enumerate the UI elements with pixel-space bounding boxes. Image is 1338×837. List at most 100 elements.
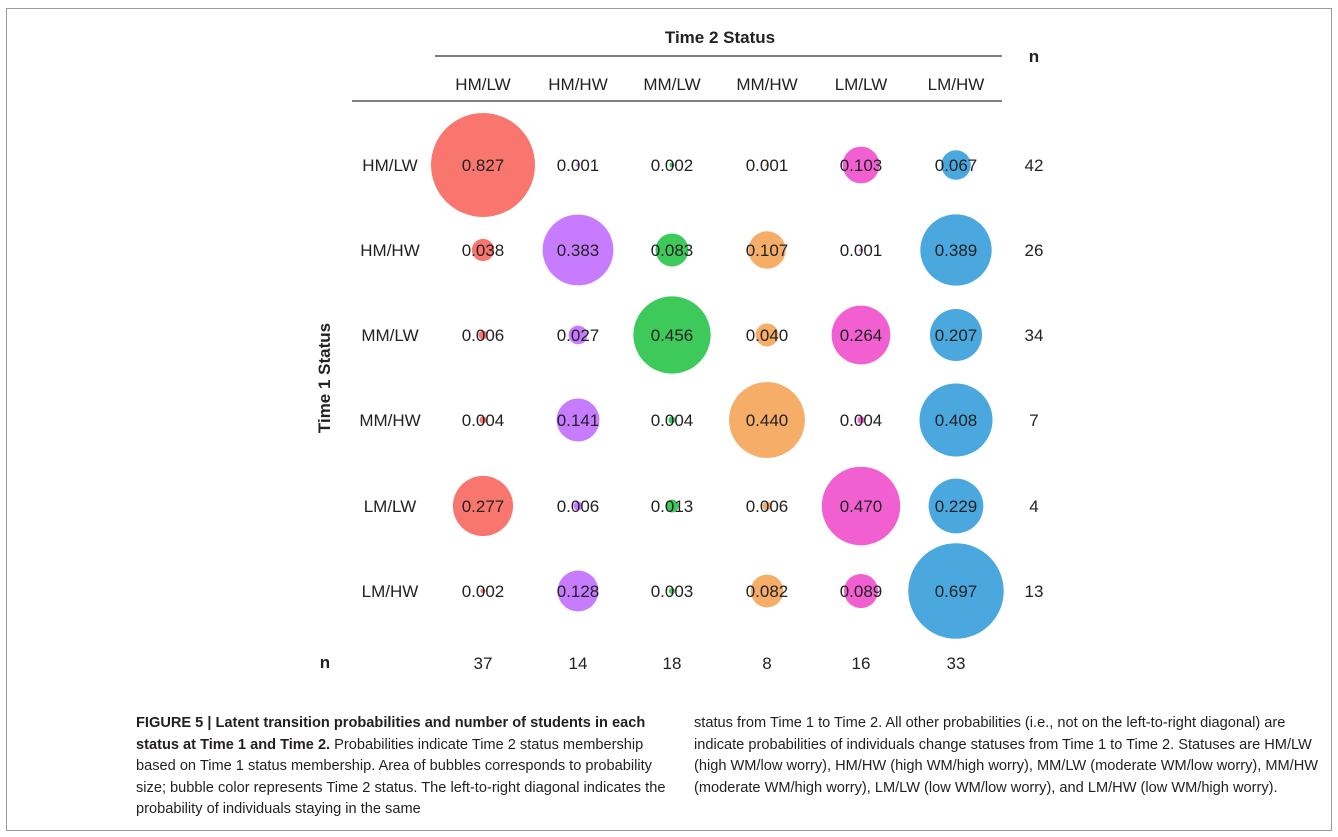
bubble-r4-c0 — [452, 475, 514, 537]
row-n-2: 34 — [1025, 326, 1044, 345]
figure-label: FIGURE 5 | Latent transition probabiliti… — [136, 715, 646, 753]
row-n-0: 42 — [1025, 156, 1044, 175]
bubble-r3-c0 — [479, 416, 487, 424]
bubble-r1-c5 — [920, 214, 992, 286]
col-n-2: 18 — [663, 654, 682, 673]
value-label-r2-c3: 0.040 — [746, 326, 789, 345]
bubble-r1-c0 — [471, 238, 495, 262]
bubble-r2-c1 — [568, 325, 588, 345]
row-label-2: MM/LW — [361, 326, 418, 345]
n-row-title: n — [320, 653, 330, 672]
row-label-3: MM/HW — [359, 411, 420, 430]
col-n-1: 14 — [569, 654, 588, 673]
value-label-r2-c5: 0.207 — [935, 326, 978, 345]
transition-bubble-chart: Time 2 Status n n Time 1 Status HM/LW HM/… — [315, 28, 1043, 673]
column-label-1: HM/HW — [548, 75, 607, 94]
value-label-r0-c3: 0.001 — [746, 156, 789, 175]
bubble-r2-c0 — [478, 330, 488, 340]
column-label-4: LM/LW — [835, 75, 888, 94]
value-label-r2-c1: 0.027 — [557, 326, 600, 345]
bubble-r5-c3 — [750, 574, 784, 608]
bubble-r2-c3 — [755, 323, 779, 347]
bubble-r4-c1 — [573, 501, 583, 511]
value-label-r5-c4: 0.089 — [840, 582, 883, 601]
value-label-r0-c2: 0.002 — [651, 156, 694, 175]
value-label-r5-c1: 0.128 — [557, 582, 600, 601]
bubble-r4-c3 — [762, 501, 772, 511]
value-label-r4-c1: 0.006 — [557, 497, 600, 516]
bubble-r1-c4 — [859, 248, 863, 252]
value-label-r3-c4: 0.004 — [840, 411, 883, 430]
bubble-r5-c5 — [908, 543, 1004, 639]
bubble-r4-c4 — [821, 466, 901, 546]
caption-left-text: Probabilities indicate Time 2 status mem… — [136, 736, 666, 818]
column-label-0: HM/LW — [455, 75, 510, 94]
value-label-r0-c0: 0.827 — [462, 156, 505, 175]
caption-left: FIGURE 5 | Latent transition probabiliti… — [136, 713, 684, 821]
row-n-5: 13 — [1025, 582, 1044, 601]
value-label-r3-c5: 0.408 — [935, 411, 978, 430]
value-label-r4-c5: 0.229 — [935, 497, 978, 516]
bubble-r5-c1 — [557, 570, 599, 612]
bubble-r5-c2 — [668, 587, 676, 595]
value-label-r5-c3: 0.082 — [746, 582, 789, 601]
bubble-r2-c4 — [831, 305, 891, 365]
value-label-r4-c3: 0.006 — [746, 497, 789, 516]
value-label-r1-c2: 0.083 — [651, 241, 694, 260]
value-label-r1-c5: 0.389 — [935, 241, 978, 260]
figure-frame — [6, 8, 1332, 831]
bubble-grid: HM/LW HM/HW MM/LW MM/HW LM/LW LM/HW HM/LW HM/HW… — [359, 75, 1043, 673]
value-label-r1-c1: 0.383 — [557, 241, 600, 260]
bubble-r2-c2 — [633, 296, 711, 374]
bubble-r1-c1 — [542, 214, 614, 286]
row-label-4: LM/LW — [364, 497, 417, 516]
row-label-5: LM/HW — [362, 582, 419, 601]
value-label-r0-c5: 0.067 — [935, 156, 978, 175]
bubble-r0-c3 — [765, 163, 769, 167]
bubble-r4-c2 — [665, 499, 679, 513]
bubble-r1-c3 — [748, 231, 786, 269]
value-label-r3-c1: 0.141 — [557, 411, 600, 430]
column-label-2: MM/LW — [643, 75, 700, 94]
row-n-3: 7 — [1029, 411, 1038, 430]
row-label-1: HM/HW — [360, 241, 419, 260]
value-label-r2-c4: 0.264 — [840, 326, 883, 345]
value-label-r0-c4: 0.103 — [840, 156, 883, 175]
column-label-3: MM/HW — [736, 75, 797, 94]
col-n-3: 8 — [762, 654, 771, 673]
bubble-r0-c2 — [669, 162, 675, 168]
bubble-r0-c1 — [576, 163, 580, 167]
value-label-r5-c5: 0.697 — [935, 582, 978, 601]
value-label-r4-c2: 0.013 — [651, 497, 694, 516]
value-label-r3-c0: 0.004 — [462, 411, 505, 430]
row-label-0: HM/LW — [362, 156, 417, 175]
value-label-r4-c4: 0.470 — [840, 497, 883, 516]
bubble-r0-c0 — [431, 113, 535, 217]
value-label-r5-c2: 0.003 — [651, 582, 694, 601]
value-label-r3-c2: 0.004 — [651, 411, 694, 430]
bubble-r2-c5 — [929, 308, 983, 362]
row-header: Time 1 Status — [315, 323, 334, 433]
row-n-4: 4 — [1029, 497, 1038, 516]
row-n-1: 26 — [1025, 241, 1044, 260]
bubble-r5-c4 — [843, 573, 879, 609]
value-label-r1-c0: 0.038 — [462, 241, 505, 260]
bubble-r3-c2 — [668, 416, 676, 424]
bubble-r0-c5 — [941, 150, 971, 180]
value-label-r5-c0: 0.002 — [462, 582, 505, 601]
value-label-r3-c3: 0.440 — [746, 411, 789, 430]
value-label-r2-c2: 0.456 — [651, 326, 694, 345]
bubble-r3-c5 — [919, 383, 993, 457]
column-label-5: LM/HW — [928, 75, 985, 94]
col-n-5: 33 — [947, 654, 966, 673]
bubble-r3-c3 — [729, 382, 805, 458]
value-label-r1-c4: 0.001 — [840, 241, 883, 260]
caption-right: status from Time 1 to Time 2. All other … — [694, 715, 1319, 796]
bubble-r3-c1 — [556, 398, 600, 442]
value-label-r4-c0: 0.277 — [462, 497, 505, 516]
col-n-4: 16 — [852, 654, 871, 673]
column-header: Time 2 Status — [665, 28, 775, 47]
bubble-r4-c5 — [928, 478, 984, 534]
bubble-r5-c0 — [480, 588, 486, 594]
n-column-title: n — [1029, 47, 1039, 66]
